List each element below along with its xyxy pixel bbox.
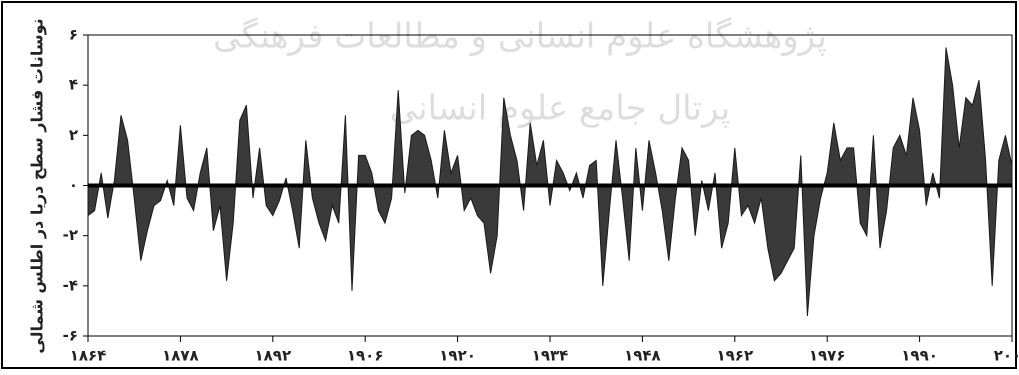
watermark: پرتال جامع علوم انسانی [390,89,730,129]
y-tick-label: ۴ [69,76,78,94]
y-axis-title: نوسانات فشار سطح دریا در اطلس شمالی [28,18,47,353]
y-tick-label: ۶ [69,26,78,44]
x-tick-label: ۲۰۰۴ [994,347,1019,365]
x-tick-label: ۱۹۲۰ [439,347,476,365]
x-tick-label: ۱۸۹۲ [254,347,291,365]
x-tick-label: ۱۸۶۴ [70,347,107,365]
x-tick-label: ۱۹۰۶ [347,347,384,365]
x-tick-label: ۱۹۷۶ [809,347,846,365]
y-tick-label: -۲ [63,226,78,244]
watermark: پژوهشگاه علوم انسانی و مطالعات فرهنگی [213,17,827,57]
x-tick-label: ۱۹۹۰ [901,347,938,365]
y-tick-label: -۴ [63,276,78,294]
x-tick-label: ۱۹۴۸ [624,347,661,365]
y-tick-label: ۲ [69,126,78,144]
y-tick-label: -۶ [63,327,78,345]
y-tick-label: ۰ [69,176,78,194]
area [87,47,1013,316]
x-tick-label: ۱۹۳۴ [532,347,569,365]
x-tick-label: ۱۸۷۸ [162,347,199,365]
x-tick-label: ۱۹۶۲ [716,347,753,365]
